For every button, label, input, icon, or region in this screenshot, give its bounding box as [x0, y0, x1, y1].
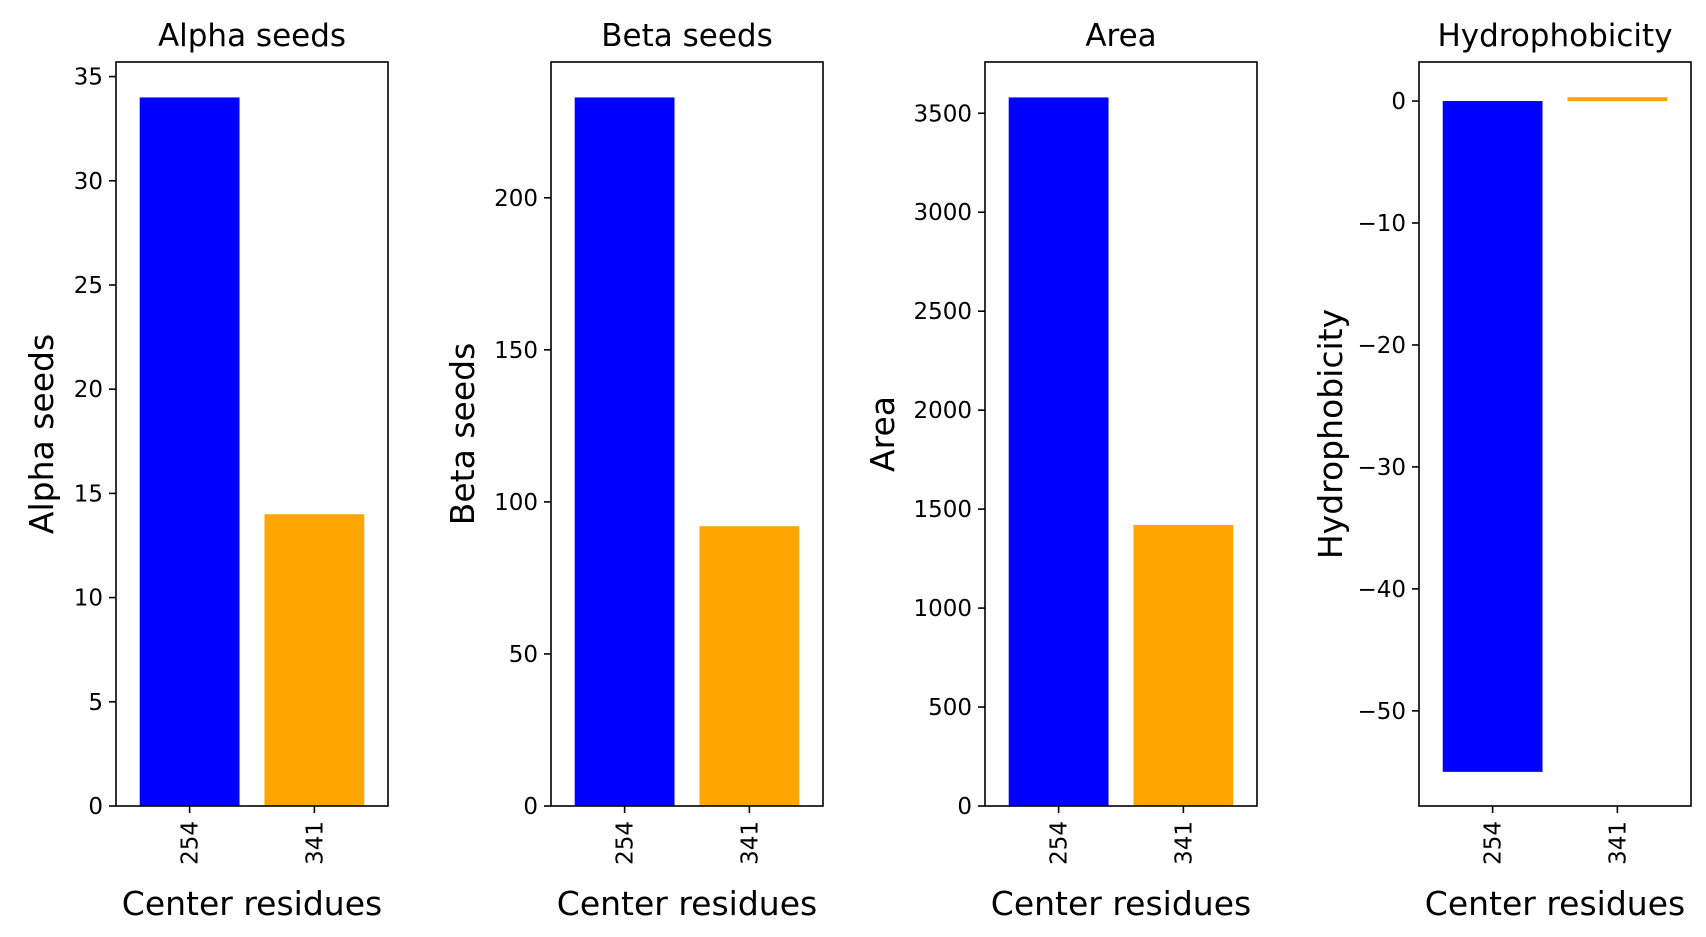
chart-title: Hydrophobicity — [1437, 18, 1672, 54]
y-tick-label: 1000 — [913, 596, 972, 622]
x-axis-label: Center residues — [557, 884, 817, 923]
axes-frame — [984, 61, 1258, 807]
y-tick-label: 5 — [88, 690, 103, 716]
axes-frame — [115, 61, 389, 807]
x-tick-label: 254 — [613, 821, 639, 865]
y-tick-label: −20 — [1357, 333, 1406, 359]
y-tick-label: 500 — [928, 695, 972, 721]
x-tick-label: 254 — [178, 821, 204, 865]
y-tick-label: 15 — [74, 481, 103, 507]
x-tick-label: 341 — [1605, 821, 1631, 865]
bar-254 — [574, 97, 675, 806]
y-tick-label: −10 — [1357, 211, 1406, 237]
y-tick-label: 20 — [74, 377, 103, 403]
y-tick-label: 0 — [1391, 89, 1406, 115]
x-axis-label: Center residues — [122, 884, 382, 923]
x-axis-label: Center residues — [991, 884, 1251, 923]
y-tick-label: 2000 — [913, 398, 972, 424]
x-tick-label: 341 — [302, 821, 328, 865]
y-tick-label: −30 — [1357, 455, 1406, 481]
y-tick-label: −40 — [1357, 577, 1406, 603]
chart-title: Alpha seeds — [158, 18, 346, 54]
y-axis-label: Alpha seeds — [22, 334, 61, 534]
bar-254 — [139, 97, 240, 806]
y-tick-label: 0 — [88, 794, 103, 820]
bar-254 — [1442, 101, 1543, 772]
y-tick-label: 100 — [494, 490, 538, 516]
y-tick-label: 25 — [74, 273, 103, 299]
y-axis-label: Beta seeds — [443, 343, 482, 526]
bar-341 — [699, 526, 800, 806]
y-tick-label: 150 — [494, 338, 538, 364]
y-tick-label: 30 — [74, 169, 103, 195]
x-tick-label: 254 — [1481, 821, 1507, 865]
y-tick-label: 10 — [74, 586, 103, 612]
bar-341 — [1133, 524, 1234, 806]
y-tick-label: 35 — [74, 65, 103, 91]
bar-341 — [1567, 97, 1668, 102]
y-tick-label: 3500 — [913, 101, 972, 127]
y-tick-label: −50 — [1357, 699, 1406, 725]
chart-title: Area — [1085, 18, 1156, 54]
x-tick-label: 341 — [737, 821, 763, 865]
x-axis-label: Center residues — [1425, 884, 1685, 923]
y-tick-label: 50 — [509, 642, 538, 668]
y-tick-label: 200 — [494, 186, 538, 212]
y-tick-label: 0 — [523, 794, 538, 820]
y-tick-label: 3000 — [913, 200, 972, 226]
y-tick-label: 2500 — [913, 299, 972, 325]
y-tick-label: 0 — [957, 794, 972, 820]
y-axis-label: Area — [863, 396, 902, 472]
bar-254 — [1008, 97, 1109, 806]
axes-frame — [1418, 61, 1692, 807]
y-tick-label: 1500 — [913, 497, 972, 523]
axes-frame — [550, 61, 824, 807]
bar-341 — [264, 514, 365, 806]
x-tick-label: 254 — [1047, 821, 1073, 865]
y-axis-label: Hydrophobicity — [1311, 309, 1350, 559]
chart-title: Beta seeds — [601, 18, 772, 54]
x-tick-label: 341 — [1171, 821, 1197, 865]
